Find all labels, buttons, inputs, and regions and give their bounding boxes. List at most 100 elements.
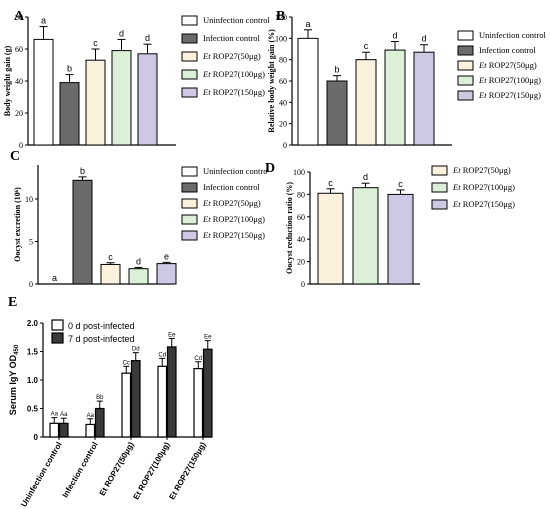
y-tick-label: 100 [275, 34, 287, 43]
bar [156, 263, 177, 285]
bar [111, 50, 132, 146]
y-tick-label: 0 [34, 433, 39, 442]
y-tick-label: 80 [15, 13, 23, 22]
significance-letter: Bb [96, 395, 104, 401]
legend-swatch [181, 69, 198, 80]
significance-letter: c [328, 178, 333, 188]
legend-label-prefix: Et [202, 198, 211, 208]
legend-label-text: ROP27(150μg) [211, 87, 266, 97]
x-tick-label: Et ROP27(50μg) [98, 440, 136, 497]
legend-swatch [431, 165, 448, 176]
legend-label: Uninfection control [203, 15, 270, 25]
y-tick-label: 10 [25, 195, 33, 204]
bar [137, 53, 158, 146]
significance-letter: d [392, 31, 397, 41]
legend-swatch [457, 75, 474, 86]
y-axis-label: Oocyst reduction ratio (%) [285, 182, 294, 274]
significance-letter: a [52, 273, 57, 283]
significance-letter: Cd [158, 352, 166, 358]
significance-letter: Aa [87, 413, 95, 419]
significance-letter: c [93, 38, 98, 48]
bar [193, 368, 204, 438]
legend-label: Et ROP27(100μg) [202, 69, 265, 79]
legend-label: Et ROP27(150μg) [202, 87, 265, 97]
y-tick-label: 60 [15, 45, 23, 54]
legend-swatch [457, 60, 474, 71]
significance-letter: Ee [168, 332, 176, 338]
legend-label-text: ROP27(100μg) [211, 69, 266, 79]
legend-label-text: ROP27(150μg) [487, 90, 542, 100]
significance-letter: c [364, 41, 369, 51]
legend-label-text: ROP27(100μg) [211, 214, 266, 224]
legend-label-text: Uninfection control [479, 30, 546, 40]
legend-swatch [181, 15, 198, 26]
legend-label: Et ROP27(50μg) [478, 60, 537, 70]
significance-letter: c [108, 252, 113, 262]
y-axis-label-main: Serum IgY OD [8, 354, 18, 415]
legend-label-prefix: Et [202, 230, 211, 240]
y-tick-label: 20 [15, 109, 23, 118]
legend-label: Infection control [479, 45, 537, 55]
legend-label: Uninfection control [479, 30, 546, 40]
significance-letter: Cc [123, 360, 130, 366]
legend-swatch [181, 51, 198, 62]
significance-letter: d [145, 33, 150, 43]
y-axis-label: Oocyst excretion (10⁶) [13, 187, 22, 262]
y-tick-label: 5 [29, 238, 33, 247]
legend-label: Et ROP27(100μg) [452, 182, 515, 192]
bar [49, 422, 60, 438]
legend-label-prefix: Et [452, 165, 461, 175]
y-axis-label: Relative body weight gain (%) [267, 29, 276, 133]
legend-label: 7 d post-infected [68, 334, 135, 344]
bar [317, 192, 344, 285]
bar [130, 360, 141, 438]
bar [72, 179, 93, 285]
bar [85, 423, 96, 438]
panel-label: B [276, 9, 285, 24]
y-axis-label: Body weight gain (g) [3, 45, 12, 116]
legend-label-text: ROP27(50μg) [211, 198, 261, 208]
legend-label: Et ROP27(150μg) [478, 90, 541, 100]
legend-swatch [51, 332, 64, 344]
significance-letter: d [363, 172, 368, 182]
y-tick-label: 0 [301, 280, 305, 289]
legend-label-text: ROP27(100μg) [461, 182, 516, 192]
legend-label: Et ROP27(50μg) [202, 51, 261, 61]
bar [85, 59, 106, 146]
legend-swatch [431, 199, 448, 210]
legend-swatch [457, 90, 474, 101]
significance-letter: c [398, 179, 403, 189]
legend-label-prefix: Et [202, 87, 211, 97]
legend-label-text: ROP27(150μg) [211, 230, 266, 240]
legend-label: Uninfection contro [203, 166, 267, 176]
y-tick-label: 20 [279, 120, 287, 129]
legend-label-text: Infection control [203, 182, 261, 192]
legend-label-text: Uninfection control [203, 15, 270, 25]
y-tick-label: 120 [275, 13, 287, 22]
legend-label: Et ROP27(50μg) [452, 165, 511, 175]
y-tick-label: 40 [279, 98, 287, 107]
bar [128, 268, 149, 285]
legend-swatch [457, 30, 474, 41]
legend-label-prefix: Et [202, 51, 211, 61]
legend-label-text: ROP27(50μg) [211, 51, 261, 61]
y-tick-label: 100 [293, 168, 305, 177]
bar [100, 263, 121, 285]
bar [94, 407, 105, 438]
bar [387, 193, 414, 285]
significance-letter: Dd [132, 347, 140, 353]
legend-swatch [431, 182, 448, 193]
legend-label: Et ROP27(150μg) [202, 230, 265, 240]
bar [59, 82, 80, 146]
legend-label-text: ROP27(50μg) [461, 165, 511, 175]
y-tick-label: 2.0 [27, 319, 39, 328]
legend-label-prefix: Et [478, 75, 487, 85]
legend-label-text: ROP27(150μg) [461, 199, 516, 209]
significance-letter: Aa [51, 412, 59, 418]
legend-swatch [457, 45, 474, 56]
legend-swatch [181, 33, 198, 44]
legend-label-prefix: Et [452, 199, 461, 209]
legend-label-text: Infection control [479, 45, 537, 55]
legend-label-prefix: Et [478, 90, 487, 100]
significance-letter: b [334, 65, 339, 75]
